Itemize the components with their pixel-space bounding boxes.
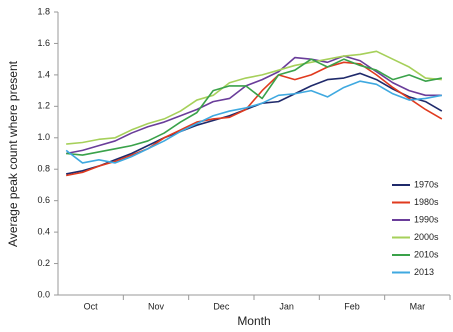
x-tick-label: Oct: [84, 301, 99, 311]
legend-label: 1990s: [414, 214, 439, 224]
y-axis-label: Average peak count where present: [6, 60, 20, 247]
legend-label: 1980s: [414, 197, 439, 207]
y-tick-label: 1.4: [37, 69, 50, 79]
legend-label: 2013: [414, 267, 434, 277]
y-tick-label: 0.2: [37, 258, 50, 268]
legend-label: 2000s: [414, 232, 439, 242]
y-tick-label: 1.0: [37, 132, 50, 142]
series-line: [66, 61, 443, 177]
y-tick-label: 0.4: [37, 226, 50, 236]
x-tick-label: Jan: [279, 301, 294, 311]
legend-label: 2010s: [414, 249, 439, 259]
series-line: [66, 50, 442, 145]
x-axis-label: Month: [237, 314, 270, 328]
y-tick-label: 0.6: [37, 195, 50, 205]
x-tick-label: Dec: [213, 301, 230, 311]
legend-label: 1970s: [414, 179, 439, 189]
series-line: [65, 80, 442, 164]
x-tick-label: Feb: [344, 301, 360, 311]
series-line: [66, 58, 442, 156]
y-tick-label: 0.8: [37, 164, 50, 174]
y-tick-label: 0.0: [37, 289, 50, 299]
series-line: [66, 55, 442, 155]
x-tick-label: Nov: [148, 301, 165, 311]
x-tick-label: Mar: [410, 301, 426, 311]
y-tick-label: 1.8: [37, 6, 50, 16]
y-tick-label: 1.2: [37, 101, 50, 111]
y-tick-label: 1.6: [37, 38, 50, 48]
